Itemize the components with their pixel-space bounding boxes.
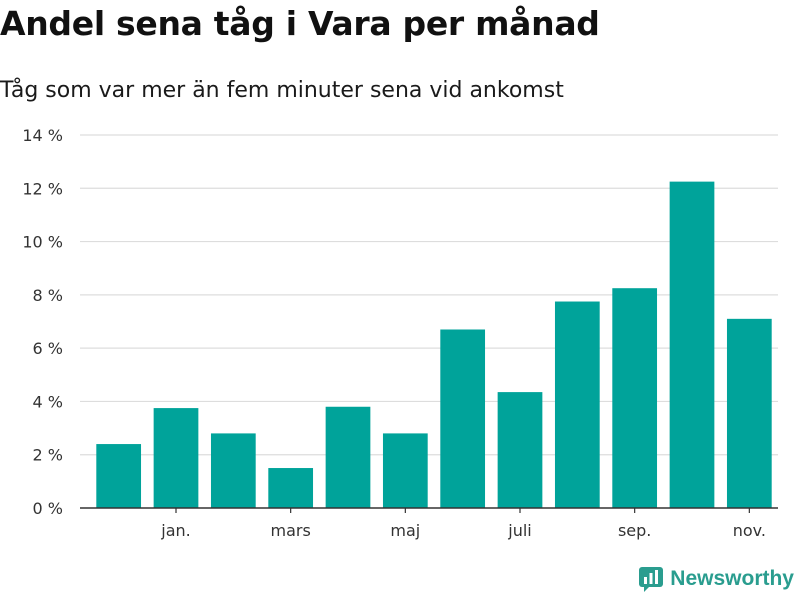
y-tick-label: 4 % — [33, 392, 63, 411]
bar-aug — [554, 301, 600, 508]
chart-title: Andel sena tåg i Vara per månad — [0, 4, 600, 43]
y-tick-label: 0 % — [33, 499, 63, 518]
bar-nov — [726, 318, 772, 508]
y-tick-label: 6 % — [33, 339, 63, 358]
bar-mars — [268, 468, 314, 508]
y-tick-label: 8 % — [33, 286, 63, 305]
bar-feb — [210, 433, 256, 508]
x-tick-label: maj — [390, 521, 420, 540]
x-tick-label: sep. — [618, 521, 651, 540]
chart-subtitle: Tåg som var mer än fem minuter sena vid … — [0, 78, 564, 103]
bar-jan — [153, 408, 199, 508]
bar-dec — [96, 444, 142, 508]
y-tick-label: 12 % — [22, 179, 63, 198]
x-tick-label: nov. — [733, 521, 766, 540]
x-tick-label: mars — [271, 521, 311, 540]
newsworthy-brand-name: Newsworthy — [670, 567, 794, 590]
newsworthy-logo-icon — [639, 567, 664, 592]
y-tick-label: 10 % — [22, 233, 63, 252]
bar-chart: 0 % 2 % 4 % 6 % 8 % 10 % 12 % 14 % jan. mars maj ju… — [22, 126, 778, 540]
bar-maj — [382, 433, 428, 508]
bar-juli — [497, 392, 543, 508]
y-tick-label: 2 % — [33, 446, 63, 465]
bar-juni — [440, 329, 486, 508]
y-tick-label: 14 % — [22, 126, 63, 145]
bar-april — [325, 406, 371, 508]
x-tick-label: juli — [507, 521, 531, 540]
newsworthy-logo: Newsworthy — [638, 566, 794, 592]
bar-sep — [612, 288, 658, 508]
x-tick-label: jan. — [160, 521, 190, 540]
bar-okt — [669, 181, 715, 508]
